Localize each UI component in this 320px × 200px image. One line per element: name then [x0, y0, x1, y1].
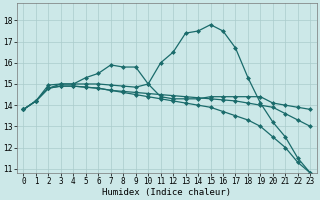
X-axis label: Humidex (Indice chaleur): Humidex (Indice chaleur): [102, 188, 231, 197]
